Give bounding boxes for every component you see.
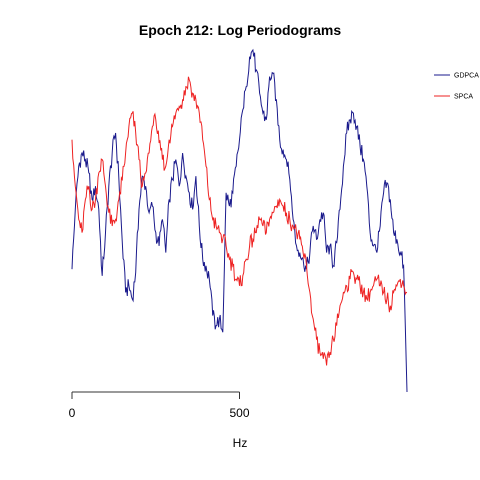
series-line-spca (71, 76, 408, 366)
series-line-gdpca (71, 48, 408, 393)
x-tick-label: 0 (69, 406, 76, 420)
chart-title: Epoch 212: Log Periodograms (139, 22, 341, 38)
legend-label-spca: SPCA (454, 94, 473, 101)
x-tick-label: 500 (229, 406, 249, 420)
legend-label-gdpca: GDPCA (454, 73, 479, 80)
x-axis-label: Hz (233, 436, 248, 450)
legend: GDPCA SPCA (434, 73, 479, 101)
plot-area (71, 48, 408, 393)
x-axis: 0 500 (69, 391, 250, 420)
